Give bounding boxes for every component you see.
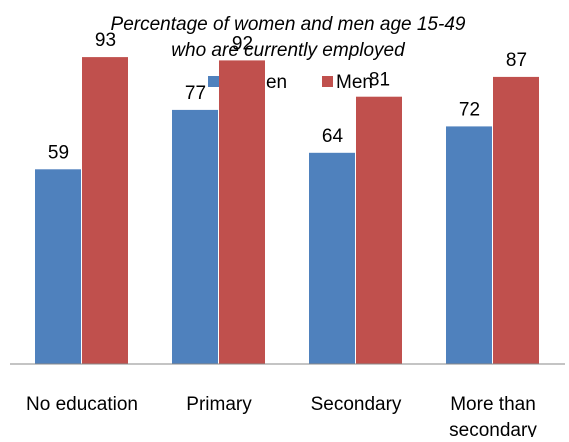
data-label-women-4: 72 [459,99,480,120]
bar-women-2 [172,109,218,365]
category-label-4-line-2: secondary [449,420,537,437]
bar-women-4 [446,126,492,365]
category-label-2: Primary [186,394,252,415]
data-labels: 59 93 77 92 64 81 72 87 [48,30,527,163]
bar-men-3 [356,96,402,364]
category-label-3: Secondary [311,394,402,415]
data-label-men-4: 87 [506,50,527,71]
chart-title: Percentage of women and men age 15-49 [111,14,466,35]
legend-label-men: Men [336,72,373,93]
data-label-women-2: 77 [185,83,206,104]
bars [35,57,539,365]
x-axis-tick-labels: No education Primary Secondary More than sec… [26,394,537,441]
data-label-men-2: 92 [232,33,253,54]
data-label-women-1: 59 [48,142,69,163]
chart-subtitle: who are currently employed [171,40,406,61]
bar-men-1 [82,57,128,364]
data-label-women-3: 64 [322,126,344,147]
legend-swatch-men [322,76,333,87]
bar-men-4 [493,76,539,365]
bar-women-3 [309,152,355,364]
bar-men-2 [219,60,265,365]
data-label-men-3: 81 [369,70,390,91]
data-label-men-1: 93 [95,30,116,51]
legend-swatch-women [208,76,219,87]
category-label-1: No education [26,394,138,415]
bar-women-1 [35,169,81,364]
category-label-4-line-1: More than [450,394,536,415]
